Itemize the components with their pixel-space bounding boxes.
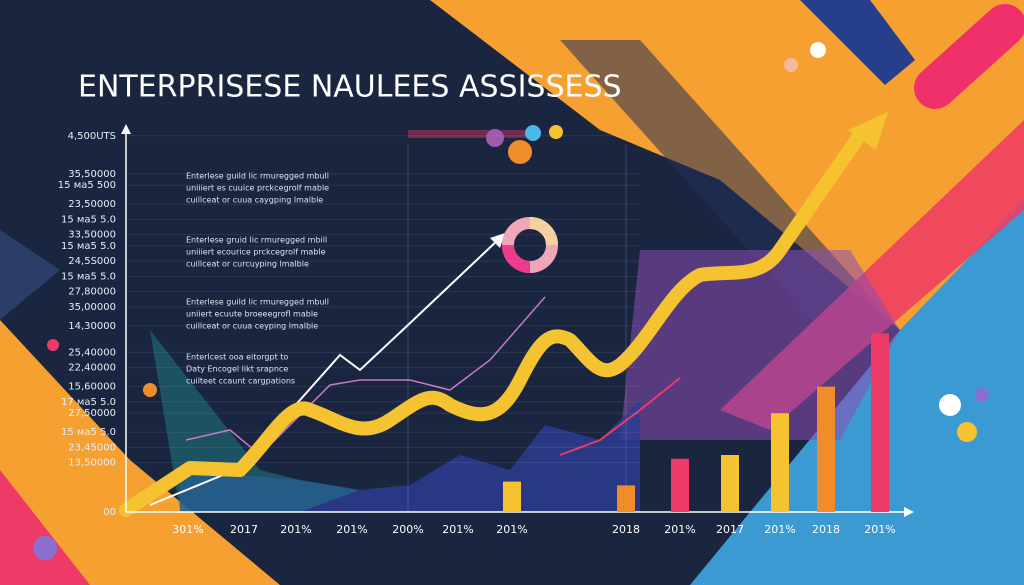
- annotation: uniiiert ecourice prckcegrolf mable: [186, 248, 326, 257]
- dot: [939, 394, 961, 416]
- x-tick-label: 201%: [442, 523, 473, 536]
- annotation: cuillceat or curcuyping lmalble: [186, 260, 309, 269]
- x-tick-label: 200%: [392, 523, 423, 536]
- donut-slice: [502, 244, 531, 273]
- dot: [143, 383, 157, 397]
- y-tick-label: 24,5S000: [68, 256, 116, 267]
- y-tick-label: 13,50000: [68, 458, 116, 469]
- y-tick-label: 33,50000: [68, 230, 116, 241]
- dot: [784, 58, 798, 72]
- bar: [671, 458, 689, 512]
- y-tick-label: 35,50000: [68, 169, 116, 180]
- bar: [721, 455, 739, 512]
- y-tick-label: 23,45000: [68, 442, 116, 453]
- bar: [871, 333, 889, 512]
- annotation: Enterlese guild lic rmuregged mbull: [186, 298, 329, 307]
- x-axis-arrow: [904, 507, 914, 517]
- blue-area: [180, 400, 640, 512]
- y-tick-label: 17 ма5 5.0: [61, 397, 116, 408]
- pink-pill: [914, 4, 1024, 109]
- orange-corner: [0, 320, 280, 585]
- yellow-trend: [119, 128, 867, 517]
- y-tick-label: 15 ма5 500: [58, 180, 116, 191]
- dot: [525, 125, 541, 141]
- donut-slice: [529, 217, 558, 246]
- dot: [47, 339, 59, 351]
- dot: [508, 140, 532, 164]
- y-tick-label: 22,40000: [68, 363, 116, 374]
- bar: [617, 485, 635, 512]
- header-strip: [408, 130, 538, 138]
- dot: [975, 388, 989, 402]
- bar: [771, 413, 789, 512]
- y-tick-label: 25,40000: [68, 347, 116, 358]
- x-tick-label: 2017: [230, 523, 258, 536]
- y-tick-label: 15,60000: [68, 382, 116, 393]
- y-tick-label: 27,80000: [68, 287, 116, 298]
- annotation: Daty Encogel likt srapnce: [186, 365, 288, 374]
- annotation: cuillceat or cuua ceyping lmalble: [186, 322, 318, 331]
- y-tick-label: 15 ма5 5.0: [61, 241, 116, 252]
- x-tick-label: 201%: [280, 523, 311, 536]
- annotation: Enterlese guild lic rmuregged mbull: [186, 172, 329, 181]
- pink-line: [185, 296, 546, 457]
- dot: [33, 536, 57, 560]
- annotation: Enterlese gruid lic rmuregged mbill: [186, 236, 327, 245]
- bar: [817, 386, 835, 512]
- y-tick-label: 14,30000: [68, 321, 116, 332]
- y-tick-label: 27,50000: [68, 408, 116, 419]
- annotation: uniiiert es cuuice prckcegrolf mable: [186, 184, 329, 193]
- y-tick-label: 15 ма5 5.0: [61, 427, 116, 438]
- x-tick-label: 301%: [172, 523, 203, 536]
- y-tick-label: 15 ма5 5.0: [61, 271, 116, 282]
- dot: [549, 125, 563, 139]
- dot: [810, 42, 826, 58]
- blue-corner: [0, 230, 60, 320]
- red-line: [559, 377, 681, 456]
- annotation: uniiert ecuute broeeegrofl mable: [186, 310, 318, 319]
- y-tick-label: 15 ма5 5.0: [61, 214, 116, 225]
- x-tick-label: 201%: [664, 523, 695, 536]
- y-tick-label: 23,50000: [68, 199, 116, 210]
- x-tick-label: 2017: [716, 523, 744, 536]
- chart-title: ENTERPRISESE NAULEES ASSISSESS: [78, 70, 622, 105]
- annotation: cuilteet ccaunt cargpations: [186, 377, 295, 386]
- yellow-arrow-head: [848, 112, 888, 150]
- x-tick-label: 2018: [612, 523, 640, 536]
- x-tick-label: 201%: [864, 523, 895, 536]
- x-tick-label: 2018: [812, 523, 840, 536]
- navy-stripe: [800, 0, 915, 85]
- bar: [503, 481, 521, 512]
- annotation: cuillceat or cuua caygping lmalble: [186, 196, 323, 205]
- pink-corner: [0, 470, 90, 585]
- x-tick-label: 201%: [764, 523, 795, 536]
- dot: [957, 422, 977, 442]
- x-tick-label: 201%: [496, 523, 527, 536]
- dot: [486, 129, 504, 147]
- y-axis-arrow: [121, 124, 131, 134]
- arrow-head: [490, 233, 505, 248]
- y-tick-label: 35,00000: [68, 302, 116, 313]
- y-tick-label: 4,500UTS: [68, 131, 116, 142]
- annotation: Enterlcest ooa eitorgpt to: [186, 353, 288, 362]
- y-tick-label: 00: [103, 507, 116, 518]
- x-tick-label: 201%: [336, 523, 367, 536]
